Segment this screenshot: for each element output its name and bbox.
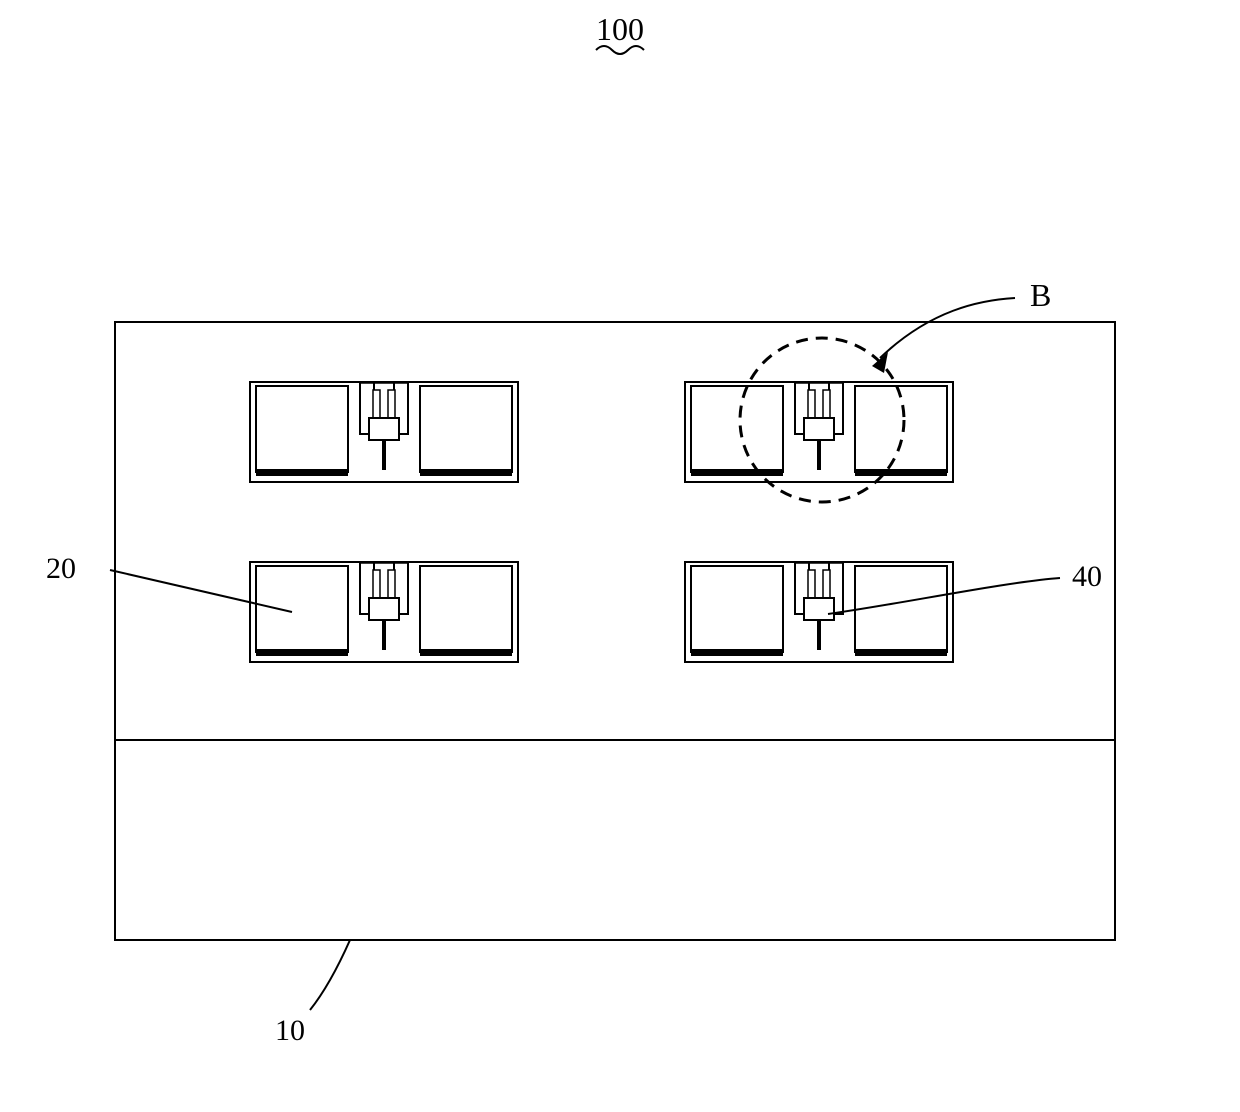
figure-number: 100: [596, 11, 644, 47]
label-10: 10: [275, 1014, 305, 1047]
module: [685, 562, 953, 662]
label-20: 20: [46, 552, 76, 585]
module: [250, 382, 518, 482]
label-40: 40: [1072, 560, 1102, 593]
patent-figure: 100 B 20 40 10: [0, 0, 1240, 1112]
label-B: B: [1030, 277, 1051, 313]
module: [685, 382, 953, 482]
